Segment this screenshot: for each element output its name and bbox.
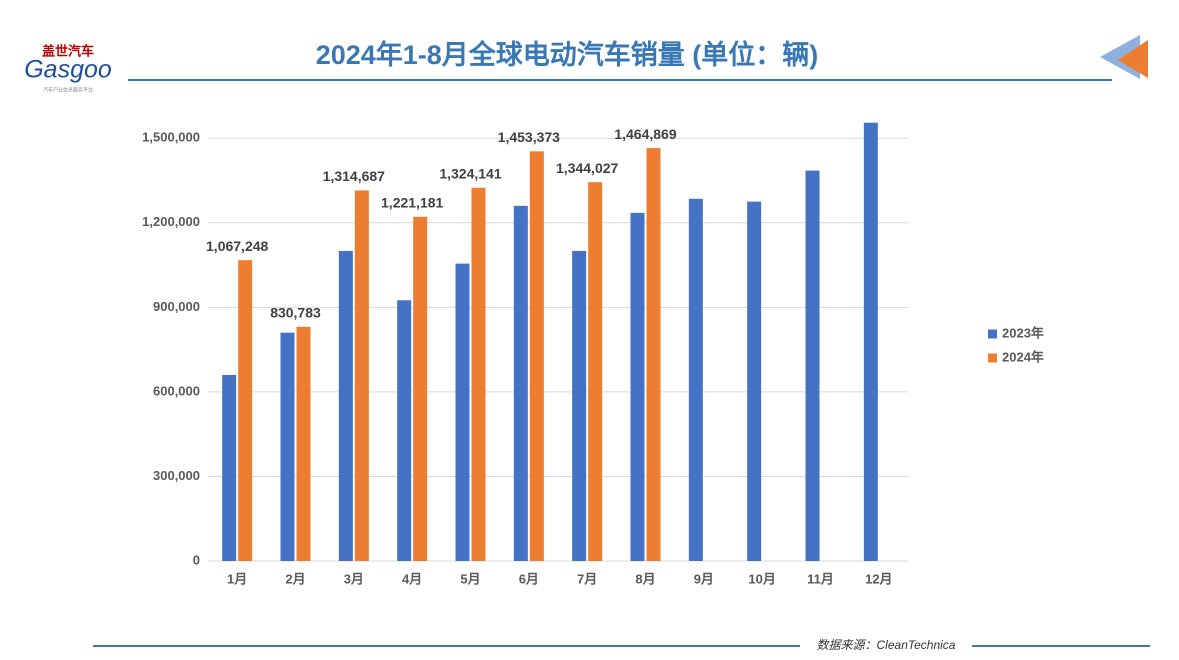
- arrow-deco: [1100, 35, 1140, 79]
- bar: [354, 190, 369, 561]
- arrow-deco: [1118, 40, 1148, 78]
- y-tick-label: 600,000: [153, 383, 200, 398]
- source: 数据来源：CleanTechnica: [817, 638, 956, 652]
- x-tick-label: 11月: [807, 571, 834, 586]
- bar: [238, 260, 253, 561]
- data-label: 1,314,687: [323, 168, 385, 184]
- data-label: 1,344,027: [556, 160, 618, 176]
- chart-title: 2024年1-8月全球电动汽车销量 (单位：辆): [316, 39, 819, 70]
- x-tick-label: 2月: [285, 571, 305, 586]
- data-label: 1,067,248: [206, 238, 268, 254]
- bar: [338, 250, 353, 561]
- data-label: 1,324,141: [439, 165, 501, 181]
- bar: [471, 187, 486, 561]
- bar: [805, 170, 820, 561]
- x-tick-label: 7月: [577, 571, 597, 586]
- bar: [513, 205, 528, 561]
- bar: [588, 182, 603, 561]
- x-tick-label: 4月: [402, 571, 422, 586]
- x-tick-label: 5月: [460, 571, 480, 586]
- x-tick-label: 10月: [748, 571, 775, 586]
- logo-name: 盖世汽车: [42, 43, 94, 58]
- bar: [747, 201, 762, 561]
- bar: [455, 263, 470, 561]
- y-tick-label: 900,000: [153, 299, 200, 314]
- x-tick-label: 6月: [519, 571, 539, 586]
- data-label: 830,783: [270, 305, 321, 321]
- bar: [397, 300, 412, 561]
- x-tick-label: 8月: [635, 571, 655, 586]
- bar: [863, 122, 878, 561]
- bar: [688, 198, 703, 561]
- logo-tagline: 汽车产业信息服务平台: [43, 86, 93, 93]
- x-tick-label: 12月: [865, 571, 892, 586]
- y-tick-label: 300,000: [153, 468, 200, 483]
- bar: [646, 148, 661, 561]
- x-tick-label: 3月: [344, 571, 364, 586]
- legend-label: 2024年: [1002, 349, 1044, 364]
- data-label: 1,221,181: [381, 194, 443, 210]
- y-tick-label: 1,500,000: [142, 130, 200, 145]
- bar: [413, 216, 428, 561]
- bar: [222, 374, 237, 561]
- y-tick-label: 0: [193, 552, 200, 567]
- data-label: 1,464,869: [614, 126, 676, 142]
- bar: [572, 250, 587, 561]
- x-tick-label: 9月: [694, 571, 714, 586]
- legend-swatch: [988, 353, 997, 363]
- logo-brand: Gasgoo: [24, 56, 112, 84]
- bar: [529, 151, 544, 561]
- bar: [630, 212, 645, 561]
- bar: [296, 326, 311, 561]
- legend-swatch: [988, 329, 997, 339]
- y-tick-label: 1,200,000: [142, 214, 200, 229]
- x-tick-label: 1月: [227, 571, 247, 586]
- data-label: 1,453,373: [498, 129, 560, 145]
- bar: [280, 332, 295, 561]
- legend-label: 2023年: [1002, 325, 1044, 340]
